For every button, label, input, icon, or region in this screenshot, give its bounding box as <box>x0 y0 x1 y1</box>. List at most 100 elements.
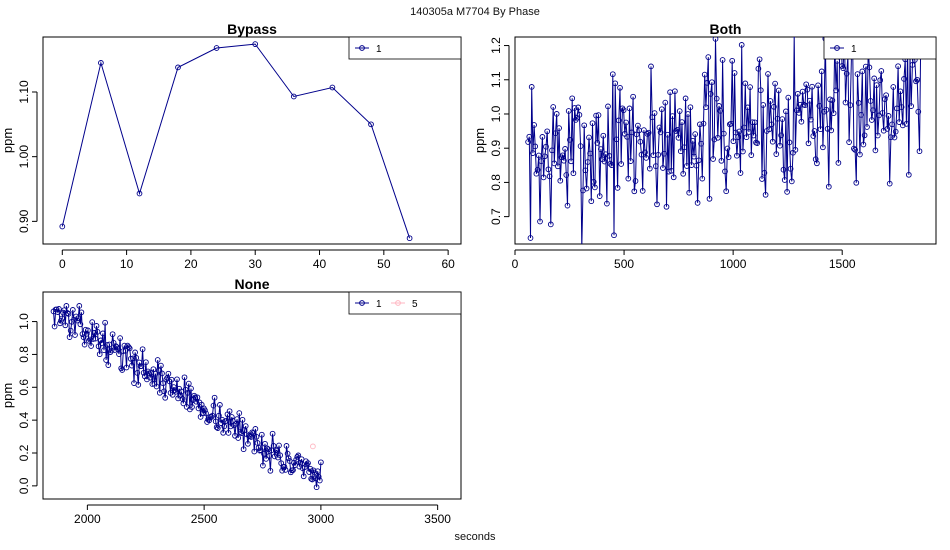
data-point <box>543 143 549 150</box>
data-point <box>664 131 671 138</box>
data-point <box>607 160 614 167</box>
data-point <box>706 195 713 202</box>
data-point <box>778 132 784 139</box>
data-point <box>737 170 744 176</box>
data-point <box>170 384 177 390</box>
data-point <box>694 200 701 206</box>
data-point <box>105 362 112 368</box>
data-point <box>211 394 218 401</box>
data-point <box>838 11 843 16</box>
data-point <box>318 459 324 466</box>
data-point <box>214 425 221 431</box>
data-point <box>120 348 127 354</box>
data-point <box>92 335 99 342</box>
data-point <box>594 140 601 146</box>
data-point <box>731 70 738 76</box>
data-point <box>311 469 318 476</box>
data-point <box>805 140 812 147</box>
data-point <box>617 84 623 91</box>
data-point <box>719 57 726 63</box>
data-point <box>895 63 901 70</box>
y-tick-label: 0.2 <box>17 444 31 461</box>
data-point <box>304 461 310 468</box>
data-point <box>64 310 71 316</box>
data-point <box>136 190 143 197</box>
data-point <box>406 235 413 242</box>
data-point <box>657 129 664 136</box>
data-point <box>892 128 899 135</box>
data-point <box>266 453 273 459</box>
data-point <box>81 341 88 348</box>
data-point <box>152 370 159 377</box>
y-axis-label: ppm <box>472 128 487 153</box>
data-point <box>697 121 703 128</box>
x-tick-label: 20 <box>184 257 198 271</box>
data-point <box>185 380 192 387</box>
data-point <box>674 126 681 133</box>
data-point <box>583 185 590 192</box>
data-point <box>643 155 650 161</box>
data-point <box>588 198 595 205</box>
data-point <box>717 107 724 114</box>
data-point <box>817 126 824 133</box>
data-point <box>732 129 739 136</box>
data-point <box>669 113 676 119</box>
data-point <box>605 103 611 110</box>
data-point <box>109 331 116 338</box>
data-point <box>274 447 280 454</box>
data-point <box>677 148 684 155</box>
data-point <box>65 311 72 317</box>
data-point <box>804 86 811 93</box>
data-point <box>612 80 619 87</box>
data-point <box>661 150 667 157</box>
data-point <box>672 88 678 95</box>
data-point <box>535 152 542 159</box>
data-point <box>903 121 910 127</box>
data-point <box>771 103 777 110</box>
data-point <box>783 108 789 115</box>
data-point <box>83 330 90 337</box>
data-point <box>87 336 93 343</box>
data-point <box>648 63 654 70</box>
data-point <box>896 119 903 125</box>
data-point <box>700 120 707 127</box>
x-tick-label: 30 <box>249 257 263 271</box>
data-point <box>843 70 850 77</box>
data-point <box>658 106 665 113</box>
data-point <box>751 119 758 126</box>
data-point <box>888 134 894 141</box>
data-point <box>581 122 588 129</box>
data-point <box>307 465 314 472</box>
data-point <box>816 103 823 109</box>
data-point <box>154 357 161 363</box>
data-point <box>670 174 677 181</box>
data-point <box>296 463 303 470</box>
data-point <box>139 346 146 353</box>
data-point <box>877 77 884 84</box>
plot-frame <box>514 36 937 245</box>
y-tick-label: 0.90 <box>17 209 31 233</box>
data-point <box>368 121 374 128</box>
data-point <box>238 430 245 436</box>
data-point <box>261 450 267 457</box>
plot-frame <box>42 291 462 500</box>
data-point <box>63 303 70 309</box>
y-tick-label: 1.10 <box>17 80 31 104</box>
data-point <box>77 321 84 328</box>
data-point <box>673 128 679 134</box>
data-point <box>718 157 725 164</box>
data-point <box>884 126 891 132</box>
data-point <box>538 158 545 164</box>
data-point <box>76 303 83 309</box>
data-point <box>250 430 257 437</box>
chart-title: Both <box>710 21 742 37</box>
data-point <box>160 380 166 387</box>
data-point <box>757 87 764 94</box>
data-point <box>614 185 621 191</box>
data-point <box>765 71 771 77</box>
data-point <box>150 366 157 373</box>
data-point <box>100 330 106 337</box>
data-point <box>559 152 566 159</box>
